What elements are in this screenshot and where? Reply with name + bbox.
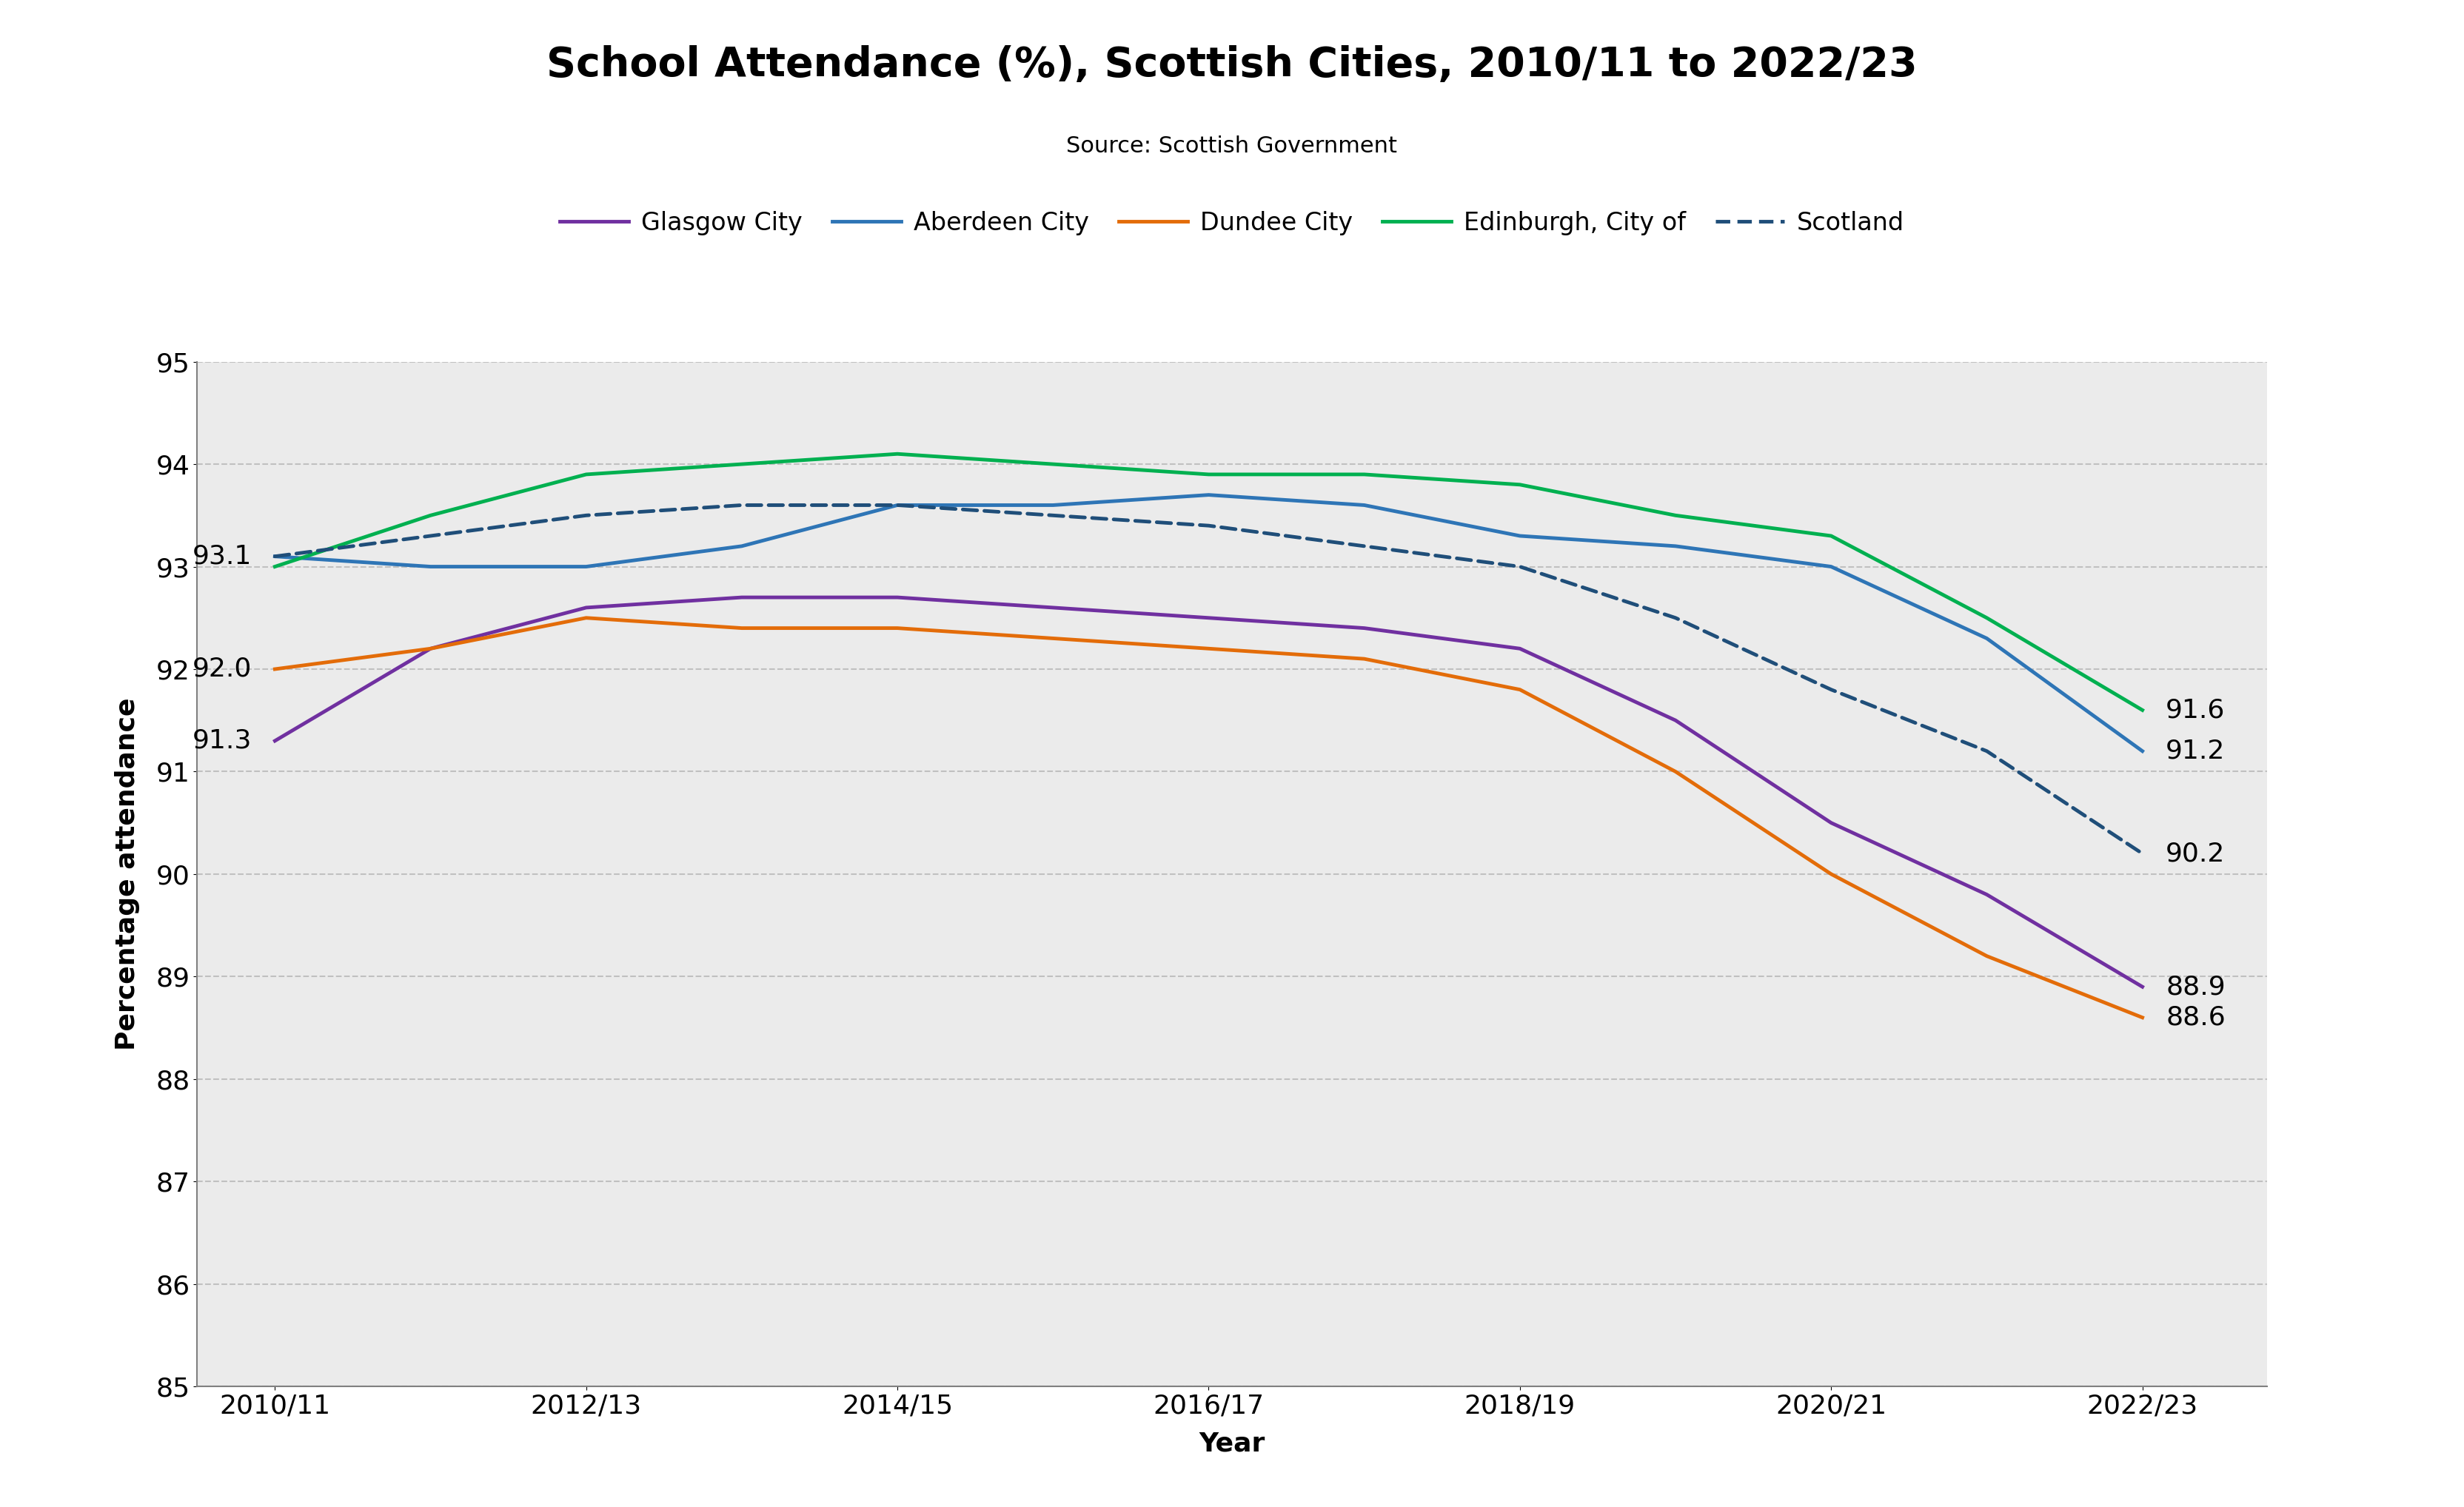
X-axis label: Year: Year — [1200, 1432, 1264, 1456]
Text: Source: Scottish Government: Source: Scottish Government — [1067, 136, 1397, 157]
Text: 91.3: 91.3 — [192, 728, 251, 754]
Text: 88.9: 88.9 — [2166, 974, 2225, 999]
Text: 88.6: 88.6 — [2166, 1005, 2225, 1031]
Y-axis label: Percentage attendance: Percentage attendance — [116, 698, 140, 1050]
Text: 90.2: 90.2 — [2166, 841, 2225, 867]
Text: 91.2: 91.2 — [2166, 738, 2225, 764]
Text: School Attendance (%), Scottish Cities, 2010/11 to 2022/23: School Attendance (%), Scottish Cities, … — [547, 45, 1917, 86]
Text: 93.1: 93.1 — [192, 544, 251, 570]
Text: 91.6: 91.6 — [2166, 698, 2225, 723]
Text: 92.0: 92.0 — [192, 657, 251, 681]
Legend: Glasgow City, Aberdeen City, Dundee City, Edinburgh, City of, Scotland: Glasgow City, Aberdeen City, Dundee City… — [549, 200, 1915, 244]
